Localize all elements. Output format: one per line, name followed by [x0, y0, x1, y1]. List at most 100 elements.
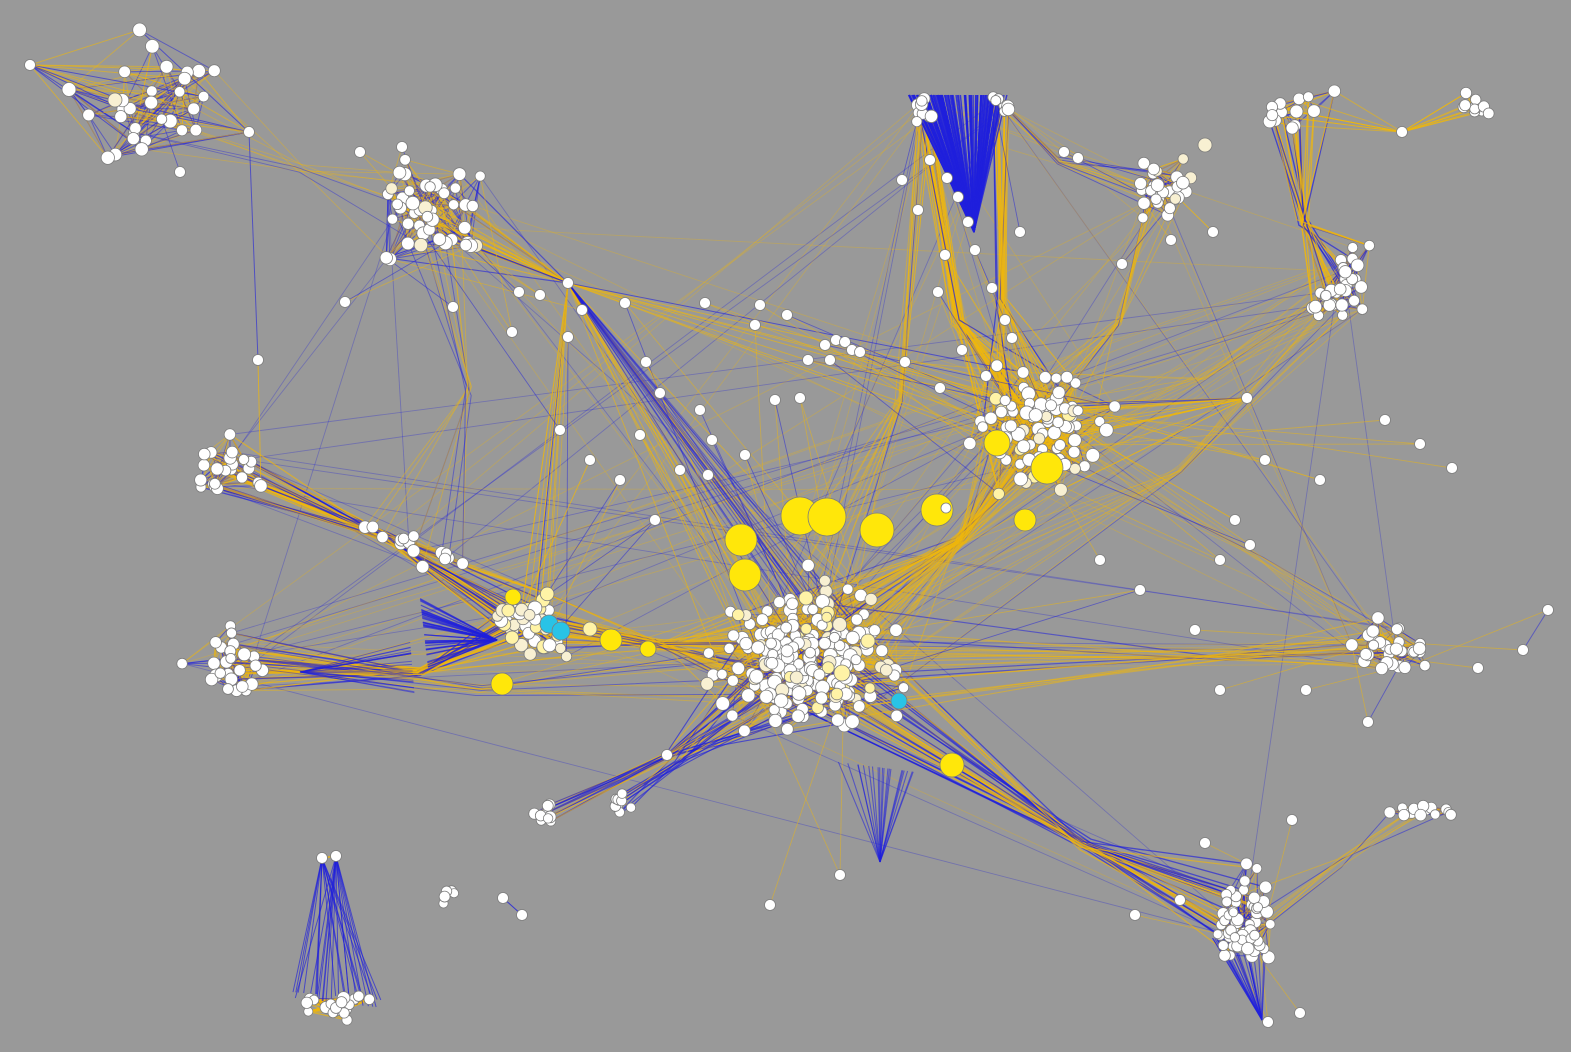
graph-node[interactable] — [452, 167, 467, 181]
graph-node[interactable] — [1028, 408, 1043, 423]
graph-node[interactable] — [819, 574, 831, 587]
graph-node[interactable] — [738, 724, 751, 738]
graph-node[interactable] — [1045, 399, 1057, 412]
graph-node[interactable] — [850, 654, 862, 666]
graph-node[interactable] — [911, 116, 923, 128]
graph-node[interactable] — [875, 644, 889, 658]
graph-node[interactable] — [1085, 448, 1101, 463]
graph-node[interactable] — [379, 251, 393, 265]
graph-node[interactable] — [749, 669, 764, 684]
graph-node[interactable] — [456, 557, 469, 570]
graph-node[interactable] — [890, 709, 903, 723]
graph-node[interactable] — [1366, 624, 1380, 638]
graph-node[interactable] — [501, 603, 516, 618]
graph-node[interactable] — [1371, 611, 1385, 625]
graph-node[interactable] — [432, 232, 447, 246]
graph-node[interactable] — [197, 90, 210, 103]
graph-node[interactable] — [438, 187, 450, 200]
graph-node[interactable] — [1389, 642, 1403, 656]
graph-node[interactable] — [114, 110, 128, 124]
graph-node[interactable] — [134, 142, 149, 157]
graph-node[interactable] — [1356, 303, 1369, 315]
graph-node[interactable] — [1069, 377, 1082, 389]
graph-node[interactable] — [1482, 107, 1495, 120]
graph-node[interactable] — [560, 650, 573, 663]
graph-node[interactable] — [1292, 92, 1306, 106]
graph-node[interactable] — [1302, 91, 1314, 103]
graph-node[interactable] — [1266, 109, 1279, 122]
graph-node[interactable] — [132, 22, 147, 38]
graph-node[interactable] — [726, 674, 739, 687]
graph-node[interactable] — [1150, 178, 1165, 192]
graph-node[interactable] — [1265, 919, 1276, 930]
graph-node[interactable] — [1347, 242, 1359, 253]
graph-node[interactable] — [194, 473, 208, 487]
graph-node[interactable] — [459, 238, 472, 252]
graph-node[interactable] — [523, 608, 536, 621]
graph-node[interactable] — [191, 64, 206, 78]
graph-node[interactable] — [990, 95, 1002, 106]
graph-node[interactable] — [1348, 294, 1360, 307]
graph-node[interactable] — [407, 530, 420, 542]
graph-node[interactable] — [405, 195, 421, 211]
graph-node[interactable] — [1137, 212, 1149, 224]
graph-node[interactable] — [1038, 371, 1052, 384]
graph-node[interactable] — [238, 453, 250, 465]
graph-node[interactable] — [209, 636, 222, 649]
graph-node[interactable] — [249, 659, 262, 672]
graph-node[interactable] — [386, 213, 399, 225]
graph-node[interactable] — [392, 165, 407, 180]
graph-node[interactable] — [765, 656, 779, 670]
graph-node[interactable] — [1375, 661, 1389, 676]
graph-node[interactable] — [791, 686, 807, 701]
graph-node[interactable] — [1335, 298, 1349, 312]
graph-node[interactable] — [829, 631, 840, 643]
graph-node[interactable] — [1054, 439, 1066, 451]
graph-node[interactable] — [990, 359, 1004, 372]
graph-node[interactable] — [146, 85, 158, 97]
graph-node[interactable] — [424, 181, 436, 193]
graph-node[interactable] — [542, 638, 557, 653]
graph-node[interactable] — [226, 627, 237, 639]
graph-node[interactable] — [177, 71, 192, 86]
graph-node[interactable] — [504, 630, 520, 645]
graph-node[interactable] — [144, 95, 159, 110]
graph-node[interactable] — [82, 108, 95, 122]
graph-node[interactable] — [984, 411, 998, 425]
graph-node[interactable] — [1308, 299, 1323, 314]
graph-node[interactable] — [1134, 177, 1148, 190]
graph-node[interactable] — [1307, 104, 1321, 118]
graph-node[interactable] — [889, 623, 903, 637]
graph-node[interactable] — [1367, 639, 1380, 651]
graph-node[interactable] — [207, 656, 221, 670]
graph-node[interactable] — [159, 59, 174, 74]
graph-node[interactable] — [1169, 193, 1182, 205]
graph-node[interactable] — [1050, 372, 1062, 384]
graph-node[interactable] — [963, 436, 977, 451]
graph-node[interactable] — [401, 236, 415, 251]
graph-node[interactable] — [236, 680, 249, 693]
graph-node[interactable] — [995, 405, 1008, 419]
graph-node[interactable] — [1040, 410, 1053, 423]
graph-node[interactable] — [716, 668, 728, 680]
graph-node[interactable] — [236, 471, 248, 484]
graph-node[interactable] — [397, 532, 410, 545]
graph-node[interactable] — [100, 150, 115, 165]
graph-node[interactable] — [1067, 445, 1081, 459]
graph-node[interactable] — [1354, 280, 1368, 294]
graph-node[interactable] — [448, 199, 460, 211]
graph-node[interactable] — [222, 683, 234, 695]
graph-node[interactable] — [1004, 419, 1018, 433]
graph-node[interactable] — [1338, 265, 1352, 279]
graph-node[interactable] — [225, 445, 239, 459]
graph-node[interactable] — [1147, 162, 1160, 176]
graph-node[interactable] — [399, 154, 411, 166]
graph-node[interactable] — [815, 691, 828, 705]
graph-node[interactable] — [1459, 99, 1472, 112]
graph-node[interactable] — [1060, 370, 1074, 384]
graph-node[interactable] — [449, 182, 462, 194]
graph-node[interactable] — [1137, 156, 1151, 170]
graph-node[interactable] — [793, 658, 805, 670]
graph-node[interactable] — [1412, 641, 1427, 655]
graph-node[interactable] — [726, 709, 739, 722]
